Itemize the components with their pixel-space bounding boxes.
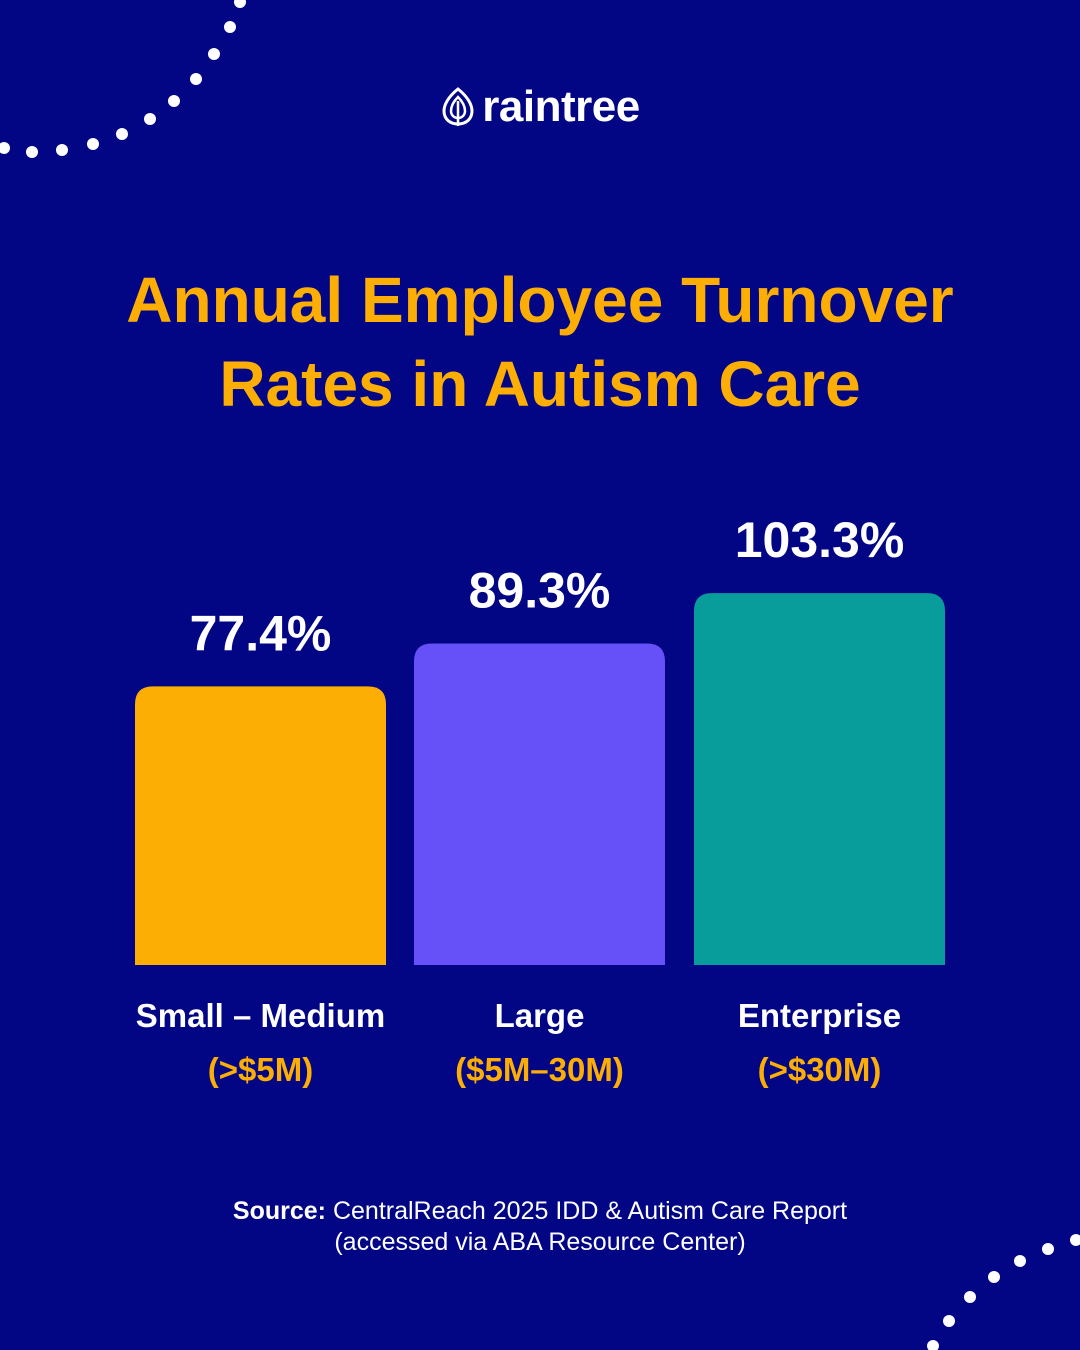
decorative-dot [927,1340,939,1350]
decorative-dot [964,1291,976,1303]
leaf-icon [442,87,474,126]
decorative-dot [224,21,236,33]
decorative-dot [56,144,68,156]
decorative-dot [943,1315,955,1327]
bar-3 [694,593,945,965]
decorative-dot [0,142,10,154]
brand-logo: raintree [0,82,1080,132]
source-line-1: Source: CentralReach 2025 IDD & Autism C… [0,1196,1080,1227]
brand-name: raintree [482,82,640,131]
category-sublabel: ($5M–30M) [455,1051,624,1088]
title-line-1: Annual Employee Turnover [126,264,954,336]
decorative-dot [1070,1234,1080,1246]
decorative-dot [144,113,156,125]
decorative-dot [234,0,246,8]
source-label: Source: [232,1197,326,1225]
decorative-dot [1014,1255,1026,1267]
category-sublabel: (>$30M) [758,1051,882,1088]
data-label: 77.4% [190,605,332,661]
decorative-dot [87,138,99,150]
category-label: Large [495,997,585,1034]
decorative-dot [116,128,128,140]
category-label: Small – Medium [136,997,385,1034]
page-title: Annual Employee Turnover Rates in Autism… [0,258,1080,426]
title-line-2: Rates in Autism Care [219,348,861,420]
bar-2 [414,643,665,965]
decorative-dot [208,48,220,60]
source-note: Source: CentralReach 2025 IDD & Autism C… [0,1196,1080,1258]
category-label: Enterprise [738,997,901,1034]
decorative-dot [988,1271,1000,1283]
data-label: 89.3% [469,563,611,619]
data-label: 103.3% [735,512,905,568]
source-line-2: (accessed via ABA Resource Center) [334,1228,746,1256]
decorative-dot [190,73,202,85]
decorative-dot [26,146,38,158]
decorative-dot [1042,1243,1054,1255]
bar-1 [135,686,386,965]
category-sublabel: (>$5M) [208,1051,313,1088]
source-text: CentralReach 2025 IDD & Autism Care Repo… [332,1197,848,1225]
decorative-dot [168,95,180,107]
